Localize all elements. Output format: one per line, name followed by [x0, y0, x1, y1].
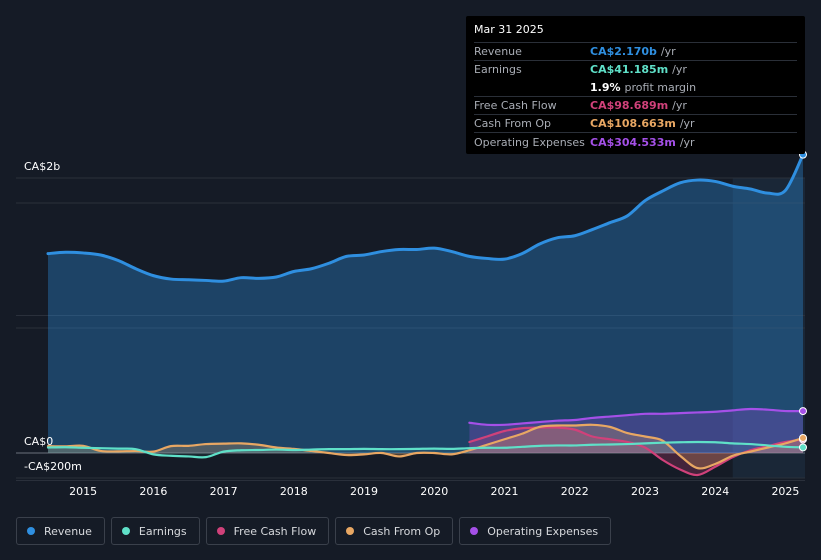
- tooltip-unit: /yr: [660, 45, 676, 59]
- tooltip-value: CA$98.689m: [590, 99, 669, 113]
- legend-item-cash-from-op[interactable]: Cash From Op: [335, 517, 454, 545]
- x-tick-label: 2017: [209, 485, 238, 498]
- y-tick-label: CA$2b: [24, 160, 61, 173]
- tooltip-label: Free Cash Flow: [474, 99, 557, 113]
- legend-label: Earnings: [138, 524, 187, 538]
- tooltip-value: CA$2.170b: [590, 45, 657, 59]
- x-tick-label: 2022: [560, 485, 589, 498]
- line-earnings: [46, 440, 805, 459]
- tooltip-unit: profit margin: [624, 80, 697, 94]
- data-tooltip: Mar 31 2025 Revenue CA$2.170b /yr Earnin…: [466, 16, 805, 154]
- end-marker-cash-from-op: [799, 434, 807, 443]
- legend-dot-icon: [216, 527, 225, 535]
- line-operating-expenses: [468, 407, 805, 427]
- x-tick-label: 2019: [350, 485, 379, 498]
- area-revenue: [48, 154, 803, 453]
- tooltip-value: CA$108.663m: [590, 117, 676, 131]
- y-tick-label: CA$0: [24, 435, 54, 448]
- line-revenue: [46, 153, 805, 283]
- tooltip-row-profit-margin: 1.9% profit margin: [474, 79, 797, 96]
- legend-item-free-cash-flow[interactable]: Free Cash Flow: [205, 517, 330, 545]
- tooltip-row-free-cash-flow: Free Cash Flow CA$98.689m /yr: [474, 95, 797, 114]
- tooltip-unit: /yr: [672, 63, 687, 77]
- tooltip-value: CA$41.185m: [590, 63, 669, 77]
- series-lines: [46, 153, 805, 477]
- tooltip-unit: /yr: [679, 117, 695, 131]
- legend-dot-icon: [346, 527, 355, 535]
- x-tick-label: 2024: [701, 485, 730, 498]
- legend-label: Operating Expenses: [487, 524, 599, 538]
- x-tick-label: 2016: [139, 485, 168, 498]
- legend-label: Cash From Op: [363, 524, 441, 538]
- x-tick-label: 2018: [279, 485, 308, 498]
- chart-legend: Revenue Earnings Free Cash Flow Cash Fro…: [16, 517, 617, 545]
- tooltip-value: CA$304.533m: [590, 135, 676, 149]
- end-marker-earnings: [799, 443, 807, 452]
- tooltip-label: Cash From Op: [474, 117, 552, 131]
- tooltip-value: 1.9%: [590, 80, 621, 94]
- legend-item-operating-expenses[interactable]: Operating Expenses: [459, 517, 612, 545]
- tooltip-date: Mar 31 2025: [474, 23, 544, 36]
- legend-item-revenue[interactable]: Revenue: [16, 517, 105, 545]
- x-tick-label: 2015: [69, 485, 98, 498]
- legend-dot-icon: [27, 527, 35, 535]
- tooltip-label: Operating Expenses: [474, 135, 585, 149]
- legend-dot-icon: [121, 527, 130, 535]
- line-cash-from-op: [46, 423, 805, 470]
- tooltip-label: Earnings: [474, 63, 522, 77]
- x-tick-label: 2021: [490, 485, 519, 498]
- tooltip-row-revenue: Revenue CA$2.170b /yr: [474, 42, 797, 60]
- area-cash-from-op: [48, 424, 803, 469]
- end-marker-operating-expenses: [799, 407, 807, 416]
- tooltip-unit: /yr: [672, 99, 687, 113]
- y-tick-label: -CA$200m: [24, 460, 82, 473]
- x-tick-label: 2020: [420, 485, 449, 498]
- legend-dot-icon: [470, 527, 479, 535]
- x-tick-label: 2025: [771, 485, 800, 498]
- legend-item-earnings[interactable]: Earnings: [110, 517, 200, 545]
- legend-label: Revenue: [44, 524, 92, 538]
- x-tick-label: 2023: [630, 485, 659, 498]
- tooltip-label: Revenue: [474, 45, 522, 59]
- tooltip-row-earnings: Earnings CA$41.185m /yr: [474, 60, 797, 78]
- tooltip-unit: /yr: [679, 135, 695, 149]
- tooltip-row-operating-expenses: Operating Expenses CA$304.533m /yr: [474, 132, 797, 150]
- legend-label: Free Cash Flow: [233, 524, 317, 538]
- tooltip-row-cash-from-op: Cash From Op CA$108.663m /yr: [474, 114, 797, 132]
